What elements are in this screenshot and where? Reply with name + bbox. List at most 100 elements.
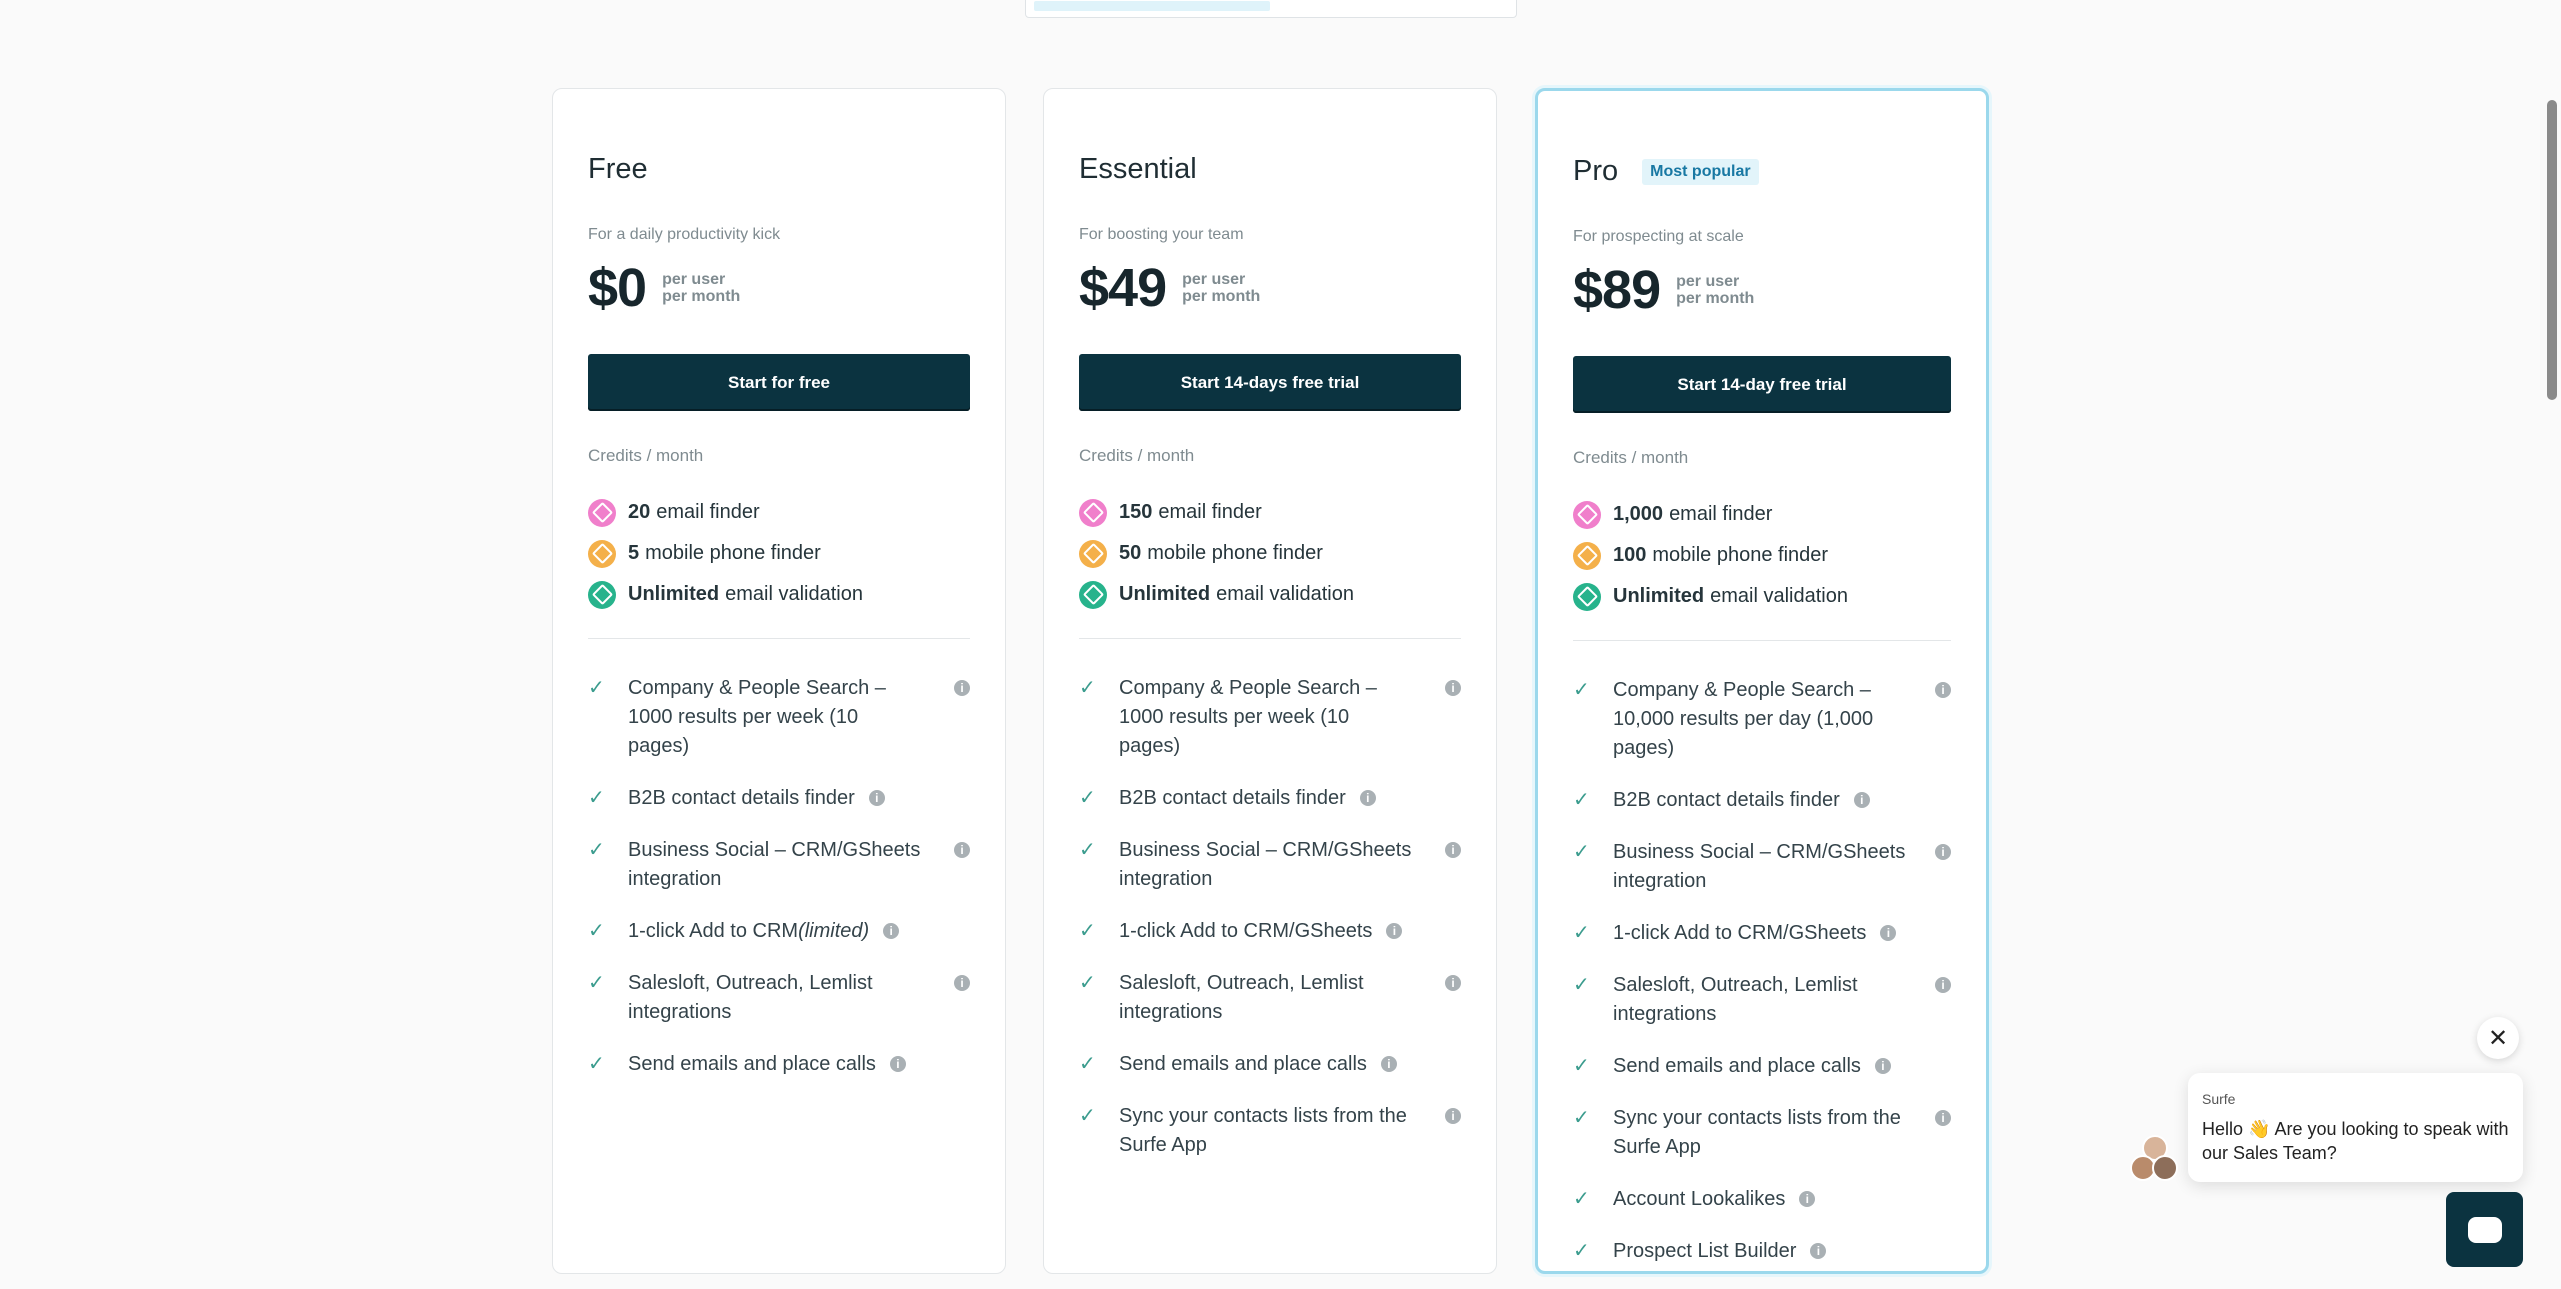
info-icon[interactable]: i: [954, 975, 970, 991]
info-icon[interactable]: i: [1853, 792, 1870, 808]
feature-list: ✓ Company & People Search – 10,000 result…: [1573, 676, 1951, 1289]
plan-tagline: For a daily productivity kick: [588, 226, 781, 243]
scrollbar[interactable]: [2547, 100, 2557, 400]
info-icon[interactable]: i: [868, 790, 885, 806]
price-unit: per user per month: [1676, 273, 1754, 307]
chat-launcher[interactable]: [2446, 1192, 2523, 1267]
info-icon[interactable]: i: [1935, 977, 1951, 993]
cta-button[interactable]: Start 14-days free trial: [1079, 354, 1461, 411]
check-icon: ✓: [1079, 787, 1096, 809]
chat-bubble[interactable]: Surfe Hello 👋 Are you looking to speak w…: [2188, 1073, 2523, 1182]
credit-icon-shape: [1576, 503, 1598, 526]
feature-text: Business Social – CRM/GSheets integratio…: [628, 836, 922, 894]
credit-label: mobile phone finder: [1652, 544, 1829, 566]
check-icon: ✓: [1573, 1107, 1590, 1129]
credit-amount: Unlimited: [1119, 583, 1211, 605]
info-icon[interactable]: i: [1359, 790, 1376, 806]
info-icon[interactable]: i: [1810, 1243, 1827, 1259]
feature-text: Account Lookalikes: [1613, 1185, 1785, 1214]
plan-badge: Most popular: [1642, 158, 1759, 185]
feature-item: ✓ B2B contact details finder i: [588, 784, 970, 813]
feature-label: B2B contact details finder: [628, 787, 855, 809]
feature-label: Company & People Search – 1000 results p…: [628, 677, 886, 757]
info-icon[interactable]: i: [1799, 1191, 1816, 1207]
info-icon[interactable]: i: [1935, 844, 1951, 860]
feature-item: ✓ B2B contact details finder i: [1079, 784, 1461, 813]
credit-icon: [588, 539, 616, 568]
info-icon[interactable]: i: [889, 1056, 906, 1072]
info-icon[interactable]: i: [954, 680, 970, 696]
check-icon: ✓: [1573, 1240, 1590, 1262]
info-icon[interactable]: i: [1935, 1110, 1951, 1126]
plan-card: Essential For boosting your team $49 per us…: [1043, 88, 1497, 1274]
info-icon[interactable]: i: [1445, 975, 1461, 991]
feature-text: Prospect List Builder: [1613, 1237, 1796, 1266]
credits-list: 150 email finder 50 mobile phone finder Unli…: [1079, 492, 1461, 615]
credit-icon: [1079, 580, 1107, 609]
info-icon[interactable]: i: [883, 923, 900, 939]
feature-label: B2B contact details finder: [1119, 787, 1346, 809]
credit-item: 100 mobile phone finder: [1573, 535, 1951, 576]
chat-close[interactable]: ✕: [2477, 1017, 2519, 1059]
feature-item: ✓ Send emails and place calls i: [588, 1050, 970, 1079]
plan-header: Essential: [1079, 153, 1461, 186]
info-icon[interactable]: i: [1935, 682, 1951, 698]
credit-item: 1,000 email finder: [1573, 494, 1951, 535]
credit-label: email validation: [725, 583, 863, 605]
feature-label: Business Social – CRM/GSheets integratio…: [1119, 839, 1412, 890]
info-icon[interactable]: i: [1874, 1058, 1891, 1074]
info-icon[interactable]: i: [1445, 1108, 1461, 1124]
credit-item: Unlimited email validation: [1079, 574, 1461, 615]
check-icon: ✓: [588, 677, 605, 699]
cta-button[interactable]: Start for free: [588, 354, 970, 411]
check-icon: ✓: [588, 787, 605, 809]
feature-label: Send emails and place calls: [1613, 1055, 1861, 1077]
feature-item: ✓ Company & People Search – 10,000 result…: [1573, 676, 1951, 763]
feature-item: ✓ Sync your contacts lists from the Surfe…: [1079, 1102, 1461, 1160]
credits-label: Credits / month: [1079, 446, 1195, 465]
plan-name: Free: [588, 153, 648, 185]
feature-item: ✓ B2B contact details finder i: [1573, 786, 1951, 815]
plan-price: $49 per user per month: [1079, 257, 1461, 319]
feature-label: Account Lookalikes: [1613, 1188, 1786, 1210]
feature-label: 1-click Add to CRM/GSheets: [1119, 920, 1373, 942]
credit-amount: Unlimited: [628, 583, 720, 605]
price-amount: $49: [1079, 258, 1167, 318]
credit-label: email validation: [1216, 583, 1354, 605]
feature-label: 1-click Add to CRM: [628, 920, 799, 942]
info-icon[interactable]: i: [1445, 842, 1461, 858]
info-icon[interactable]: i: [1880, 925, 1897, 941]
check-icon: ✓: [1573, 922, 1590, 944]
credit-item: Unlimited email validation: [1573, 576, 1951, 617]
credit-icon-shape: [1082, 583, 1104, 606]
feature-label: Salesloft, Outreach, Lemlist integration…: [1613, 974, 1858, 1025]
info-icon[interactable]: i: [954, 842, 970, 858]
check-icon: ✓: [1573, 841, 1590, 863]
price-unit-line: per user: [1182, 271, 1246, 288]
credit-item: 5 mobile phone finder: [588, 533, 970, 574]
cta-button[interactable]: Start 14-day free trial: [1573, 356, 1951, 413]
check-icon: ✓: [1079, 677, 1096, 699]
credit-icon-shape: [1576, 544, 1598, 567]
credit-icon: [1079, 539, 1107, 568]
info-icon[interactable]: i: [1386, 923, 1403, 939]
check-icon: ✓: [588, 1053, 605, 1075]
info-icon[interactable]: i: [1380, 1056, 1397, 1072]
info-icon[interactable]: i: [1445, 680, 1461, 696]
plan-price: $0 per user per month: [588, 257, 970, 319]
feature-item: ✓ Business Social – CRM/GSheets integrati…: [1079, 836, 1461, 894]
credit-amount: 100: [1613, 544, 1647, 566]
credits-label: Credits / month: [1573, 448, 1689, 467]
feature-text: Company & People Search – 1000 results p…: [628, 674, 922, 761]
feature-label: Send emails and place calls: [628, 1053, 876, 1075]
billing-toggle[interactable]: [1025, 0, 1517, 18]
credit-icon: [588, 580, 616, 609]
feature-item: ✓ Business Social – CRM/GSheets integrati…: [588, 836, 970, 894]
feature-label: Sync your contacts lists from the Surfe …: [1119, 1105, 1407, 1156]
credit-icon: [1573, 582, 1601, 611]
check-icon: ✓: [1573, 1188, 1590, 1210]
feature-text: Company & People Search – 10,000 results…: [1613, 676, 1907, 763]
feature-text: B2B contact details finder: [1613, 786, 1840, 815]
feature-item: ✓ Salesloft, Outreach, Lemlist integratio…: [1079, 969, 1461, 1027]
feature-item: ✓ 1-click Add to CRM/GSheets i: [1573, 919, 1951, 948]
